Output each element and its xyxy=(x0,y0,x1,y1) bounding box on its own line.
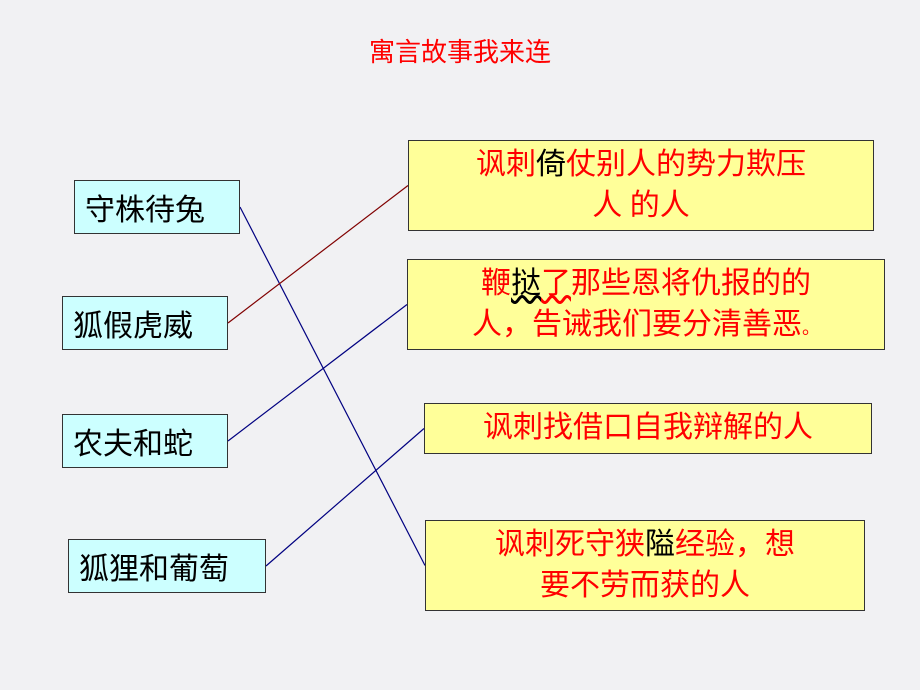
diagram-root: 寓言故事我来连 守株待兔狐假虎威农夫和蛇狐狸和葡萄 讽刺倚仗别人的势力欺压人 的人… xyxy=(0,0,920,690)
left-item-0: 守株待兔 xyxy=(74,180,240,234)
left-item-1: 狐假虎威 xyxy=(62,296,228,350)
right-item-3: 讽刺死守狭隘经验，想要不劳而获的人 xyxy=(425,520,865,611)
connection-line-1 xyxy=(228,186,408,324)
right-item-0: 讽刺倚仗别人的势力欺压人 的人 xyxy=(408,140,874,231)
title-text: 寓言故事我来连 xyxy=(369,38,551,67)
left-item-2: 农夫和蛇 xyxy=(62,414,228,468)
connection-line-0 xyxy=(240,207,425,566)
connection-line-3 xyxy=(266,429,424,567)
right-item-2: 讽刺找借口自我辩解的人 xyxy=(424,403,872,454)
page-title: 寓言故事我来连 xyxy=(0,32,920,69)
right-item-1: 鞭挞了那些恩将仇报的的人，告诫我们要分清善恶。 xyxy=(407,259,885,350)
left-item-3: 狐狸和葡萄 xyxy=(68,539,266,593)
connection-line-2 xyxy=(228,305,407,442)
